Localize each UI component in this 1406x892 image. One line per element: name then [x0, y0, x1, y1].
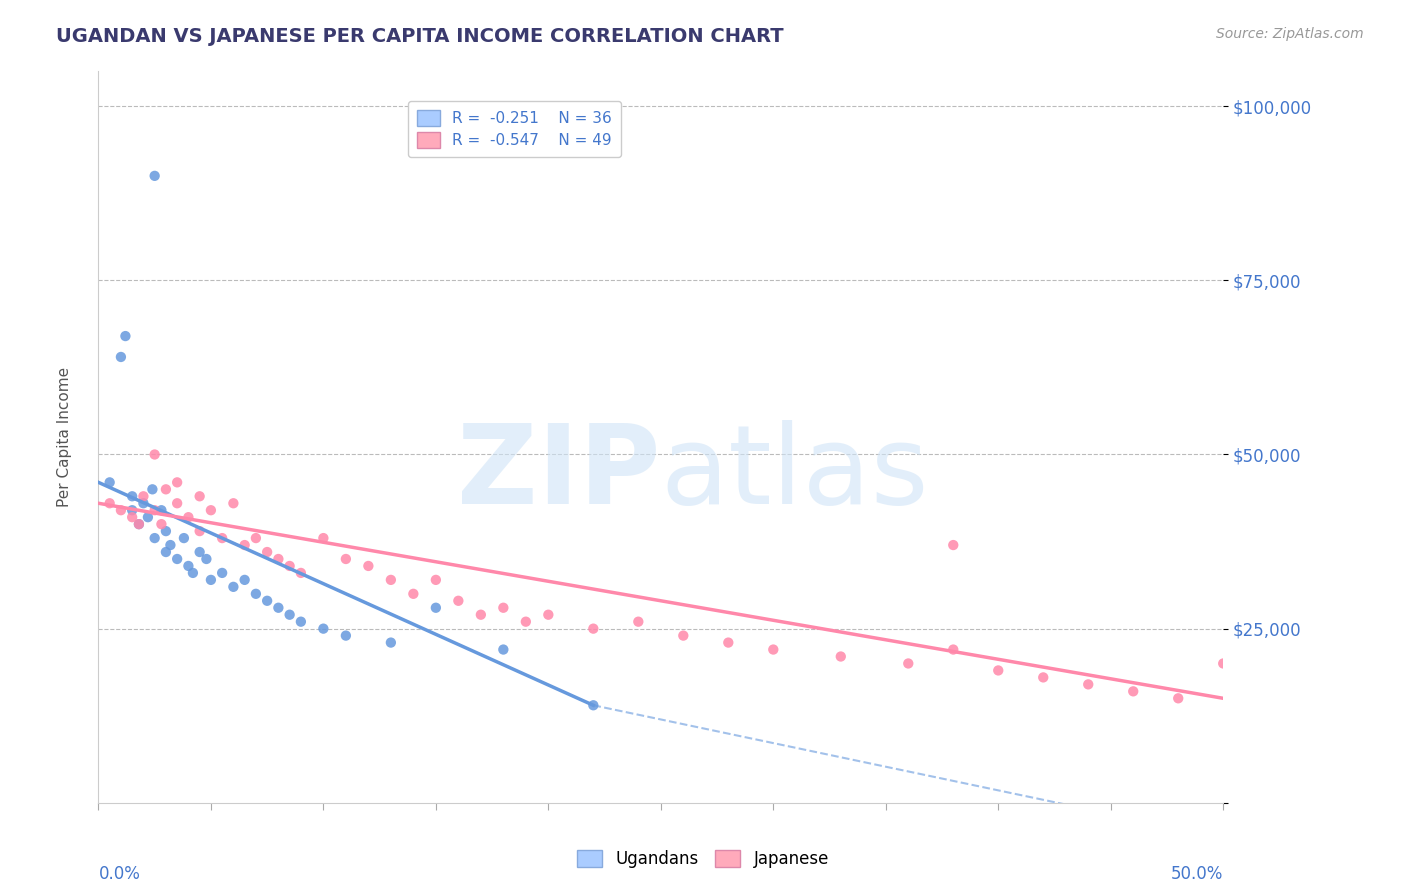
Point	[188, 524, 211, 538]
Point	[173, 531, 195, 545]
Legend: R =  -0.251    N = 36, R =  -0.547    N = 49: R = -0.251 N = 36, R = -0.547 N = 49	[408, 101, 621, 157]
Point	[155, 483, 177, 497]
Point	[290, 566, 312, 580]
Point	[942, 642, 965, 657]
Point	[1167, 691, 1189, 706]
Point	[222, 496, 245, 510]
Text: 0.0%: 0.0%	[98, 865, 141, 883]
Point	[537, 607, 560, 622]
Point	[233, 573, 256, 587]
Point	[166, 552, 188, 566]
Point	[762, 642, 785, 657]
Point	[380, 635, 402, 649]
Point	[188, 545, 211, 559]
Point	[672, 629, 695, 643]
Point	[222, 580, 245, 594]
Point	[492, 600, 515, 615]
Point	[121, 489, 143, 503]
Point	[195, 552, 218, 566]
Point	[121, 510, 143, 524]
Point	[245, 531, 267, 545]
Point	[425, 600, 447, 615]
Point	[181, 566, 204, 580]
Point	[211, 531, 233, 545]
Point	[110, 503, 132, 517]
Point	[114, 329, 136, 343]
Point	[987, 664, 1010, 678]
Point	[278, 607, 301, 622]
Point	[256, 594, 278, 608]
Point	[150, 503, 173, 517]
Point	[141, 483, 163, 497]
Point	[470, 607, 492, 622]
Point	[425, 573, 447, 587]
Point	[155, 545, 177, 559]
Point	[98, 496, 121, 510]
Point	[897, 657, 920, 671]
Point	[402, 587, 425, 601]
Point	[128, 517, 150, 532]
Point	[582, 622, 605, 636]
Point	[188, 489, 211, 503]
Point	[132, 489, 155, 503]
Point	[380, 573, 402, 587]
Point	[143, 448, 166, 462]
Point	[447, 594, 470, 608]
Text: 50.0%: 50.0%	[1171, 865, 1223, 883]
Point	[515, 615, 537, 629]
Point	[110, 350, 132, 364]
Legend: Ugandans, Japanese: Ugandans, Japanese	[571, 843, 835, 875]
Point	[245, 587, 267, 601]
Point	[166, 475, 188, 490]
Point	[1032, 670, 1054, 684]
Point	[143, 503, 166, 517]
Point	[150, 517, 173, 532]
Point	[267, 600, 290, 615]
Point	[200, 503, 222, 517]
Point	[267, 552, 290, 566]
Point	[1212, 657, 1234, 671]
Point	[335, 629, 357, 643]
Point	[278, 558, 301, 573]
Point	[1077, 677, 1099, 691]
Point	[335, 552, 357, 566]
Point	[256, 545, 278, 559]
Point	[159, 538, 181, 552]
Point	[177, 510, 200, 524]
Point	[143, 169, 166, 183]
Text: Per Capita Income: Per Capita Income	[58, 367, 72, 508]
Point	[166, 496, 188, 510]
Text: Source: ZipAtlas.com: Source: ZipAtlas.com	[1216, 27, 1364, 41]
Point	[200, 573, 222, 587]
Text: UGANDAN VS JAPANESE PER CAPITA INCOME CORRELATION CHART: UGANDAN VS JAPANESE PER CAPITA INCOME CO…	[56, 27, 785, 45]
Point	[143, 531, 166, 545]
Point	[128, 517, 150, 532]
Point	[942, 538, 965, 552]
Point	[290, 615, 312, 629]
Point	[492, 642, 515, 657]
Point	[98, 475, 121, 490]
Point	[312, 622, 335, 636]
Point	[582, 698, 605, 713]
Point	[830, 649, 852, 664]
Text: ZIP: ZIP	[457, 420, 661, 527]
Point	[155, 524, 177, 538]
Point	[136, 510, 159, 524]
Point	[357, 558, 380, 573]
Point	[717, 635, 740, 649]
Point	[312, 531, 335, 545]
Point	[233, 538, 256, 552]
Point	[132, 496, 155, 510]
Text: atlas: atlas	[661, 420, 929, 527]
Point	[177, 558, 200, 573]
Point	[121, 503, 143, 517]
Point	[1122, 684, 1144, 698]
Point	[211, 566, 233, 580]
Point	[627, 615, 650, 629]
